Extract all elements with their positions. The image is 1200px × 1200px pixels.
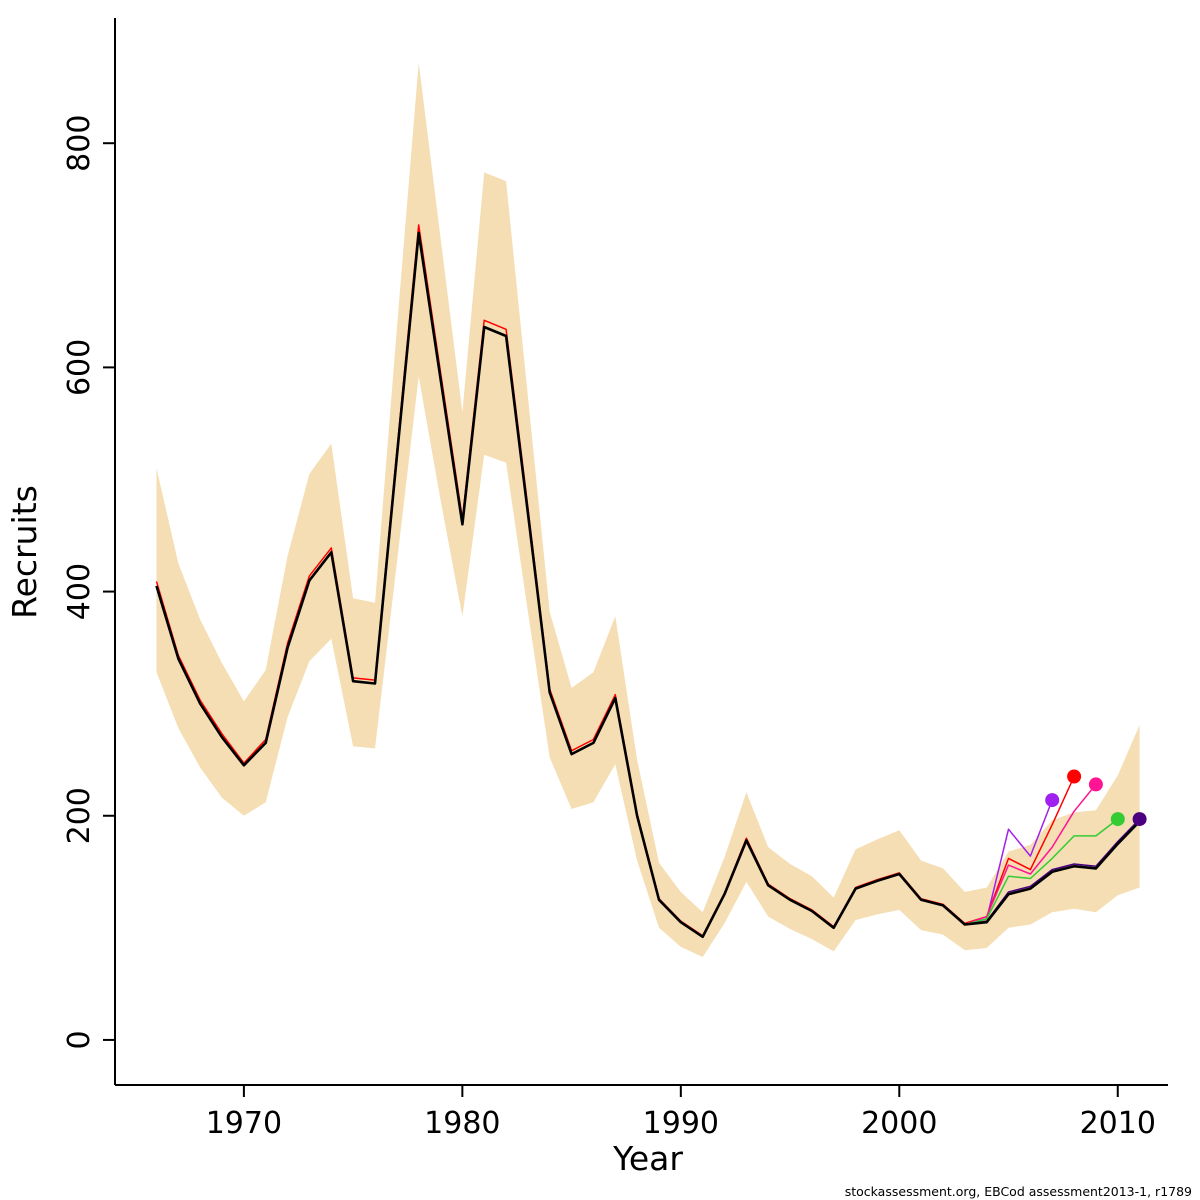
x-tick-label: 1970 <box>206 1106 282 1141</box>
band-layer <box>156 62 1140 957</box>
y-tick-label: 400 <box>62 563 97 620</box>
plot-caption: stockassessment.org, EBCod assessment201… <box>845 1184 1192 1199</box>
retro-2011-terminal-dot <box>1132 812 1147 827</box>
x-tick-label: 1980 <box>424 1106 500 1141</box>
base-run-line <box>155 231 1141 939</box>
retro-2007-terminal-dot <box>1045 793 1060 808</box>
confidence-band <box>156 62 1140 957</box>
series-layer <box>155 224 1141 939</box>
y-tick-label: 200 <box>62 787 97 844</box>
y-tick-label: 0 <box>62 1030 97 1049</box>
retro-2008-terminal-dot <box>1067 769 1082 784</box>
x-tick-label: 2010 <box>1080 1106 1156 1141</box>
x-axis-title: Year <box>612 1139 683 1178</box>
x-tick-label: 1990 <box>643 1106 719 1141</box>
x-tick-label: 2000 <box>861 1106 937 1141</box>
retro-2010-terminal-dot <box>1110 812 1125 827</box>
axes-layer: 0 200 400 600 800 1970 1980 1990 2000 2010 <box>62 18 1168 1141</box>
dots-layer <box>1045 769 1147 827</box>
y-axis-title: Recruits <box>5 485 44 619</box>
retro-2009-terminal-dot <box>1088 777 1103 792</box>
y-tick-label: 800 <box>62 115 97 172</box>
y-tick-label: 600 <box>62 339 97 396</box>
